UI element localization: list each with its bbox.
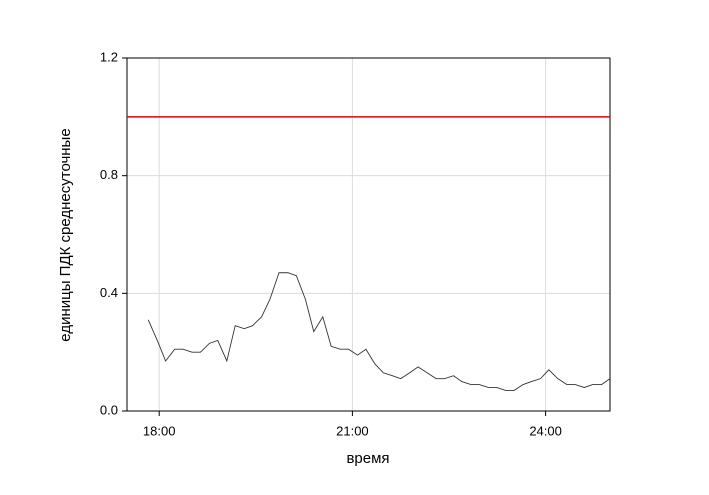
y-axis-title: единицы ПДК среднесуточные <box>57 128 74 341</box>
y-tick-label: 0.8 <box>100 167 118 182</box>
y-tick-label: 0.4 <box>100 285 118 300</box>
y-tick-label: 0.0 <box>100 402 118 417</box>
plot-frame <box>126 57 611 412</box>
x-tick-label: 24:00 <box>529 423 562 438</box>
x-tick-label: 21:00 <box>336 423 369 438</box>
x-tick-label: 18:00 <box>143 423 176 438</box>
data-line <box>147 272 611 391</box>
x-axis-title: время <box>346 450 389 467</box>
y-tick-label: 1.2 <box>100 49 118 64</box>
